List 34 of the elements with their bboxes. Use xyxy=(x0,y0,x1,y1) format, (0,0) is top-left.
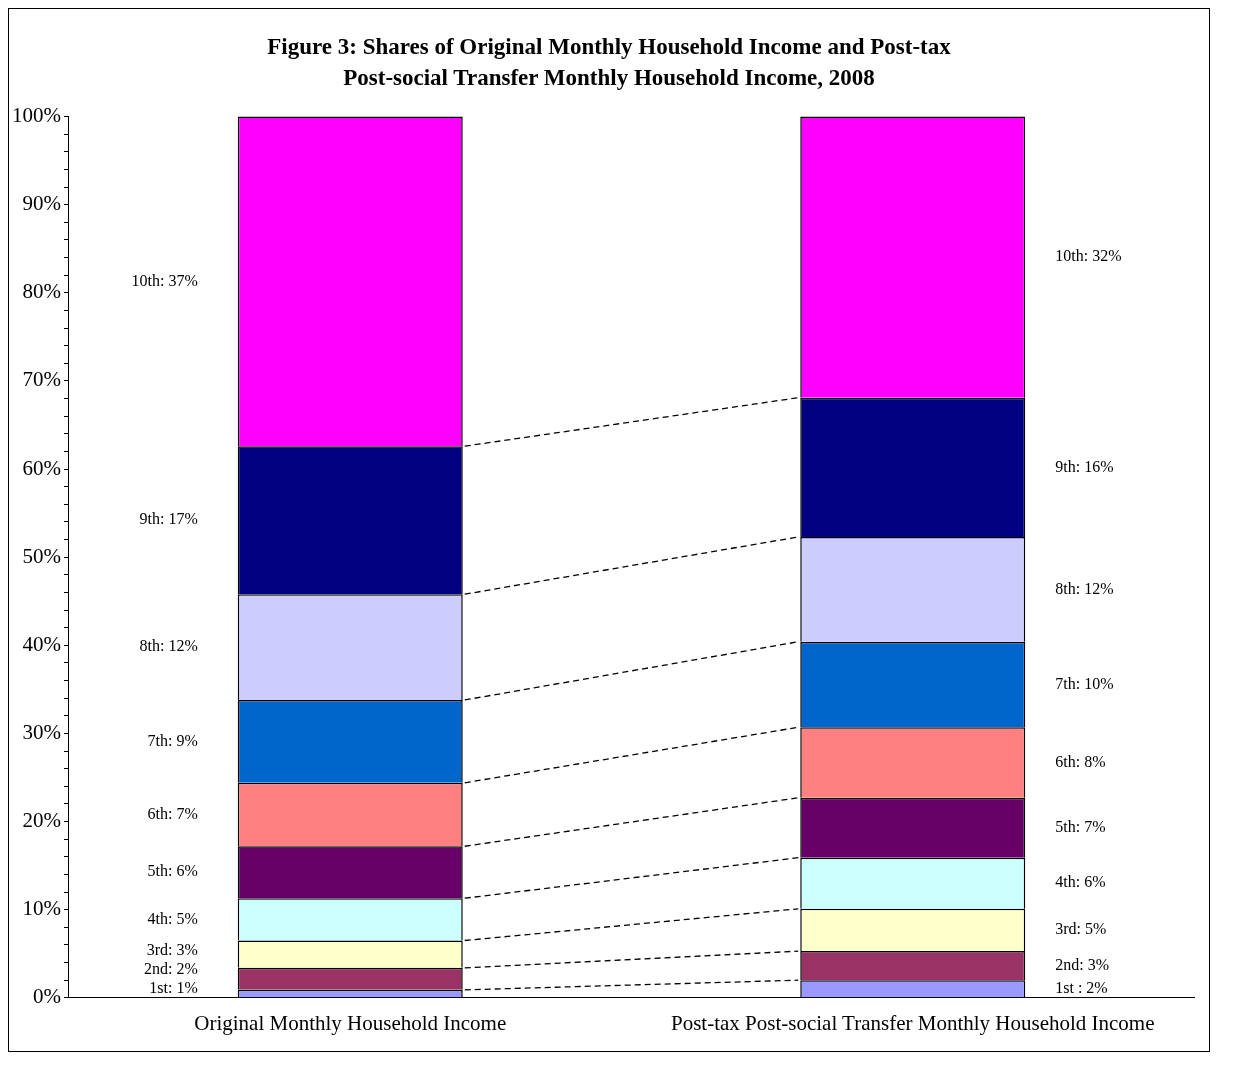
annotation: 2nd: 2% xyxy=(143,959,198,977)
y-tick-label: 20% xyxy=(22,808,61,833)
annotation: 3rd: 3% xyxy=(146,940,198,958)
annotation: 4th: 5% xyxy=(147,909,198,927)
annotation: 1st : 2% xyxy=(1055,978,1108,996)
x-tick-label: Original Monthly Household Income xyxy=(194,1010,507,1035)
annotation: 7th: 10% xyxy=(1055,674,1114,692)
annotation: 10th: 32% xyxy=(1055,247,1122,265)
annotation: 4th: 6% xyxy=(1055,873,1106,891)
y-tick-label: 40% xyxy=(22,631,61,656)
annotation: 5th: 6% xyxy=(147,862,198,880)
y-tick-label: 50% xyxy=(22,543,61,568)
annotation: 1st: 1% xyxy=(149,978,198,996)
annotation: 3rd: 5% xyxy=(1055,920,1107,938)
annotation: 10th: 37% xyxy=(131,271,198,289)
y-tick-label: 0% xyxy=(32,984,61,1009)
y-tick-label: 30% xyxy=(22,719,61,744)
annotation: 8th: 12% xyxy=(139,637,198,655)
y-tick-label: 90% xyxy=(22,191,61,216)
annotation: 6th: 7% xyxy=(147,804,198,822)
y-tick-label: 100% xyxy=(11,103,61,128)
y-tick-label: 80% xyxy=(22,279,61,304)
annotation: 8th: 12% xyxy=(1055,579,1114,597)
annotation: 2nd: 3% xyxy=(1055,955,1110,973)
x-tick-label: Post-tax Post-social Transfer Monthly Household Income xyxy=(670,1010,1155,1035)
annotation: 5th: 7% xyxy=(1055,817,1106,835)
annotation: 9th: 17% xyxy=(139,510,198,528)
y-tick-label: 10% xyxy=(22,896,61,921)
y-tick-label: 70% xyxy=(22,367,61,392)
annotation: 6th: 8% xyxy=(1055,752,1106,770)
annotation: 9th: 16% xyxy=(1055,457,1114,475)
chart-title: Figure 3: Shares of Original Monthly Household Income and Post-tax Post-social Transfer Monthly Household Income, 2008 xyxy=(266,33,952,92)
annotation: 7th: 9% xyxy=(147,731,198,749)
y-tick-label: 60% xyxy=(22,455,61,480)
